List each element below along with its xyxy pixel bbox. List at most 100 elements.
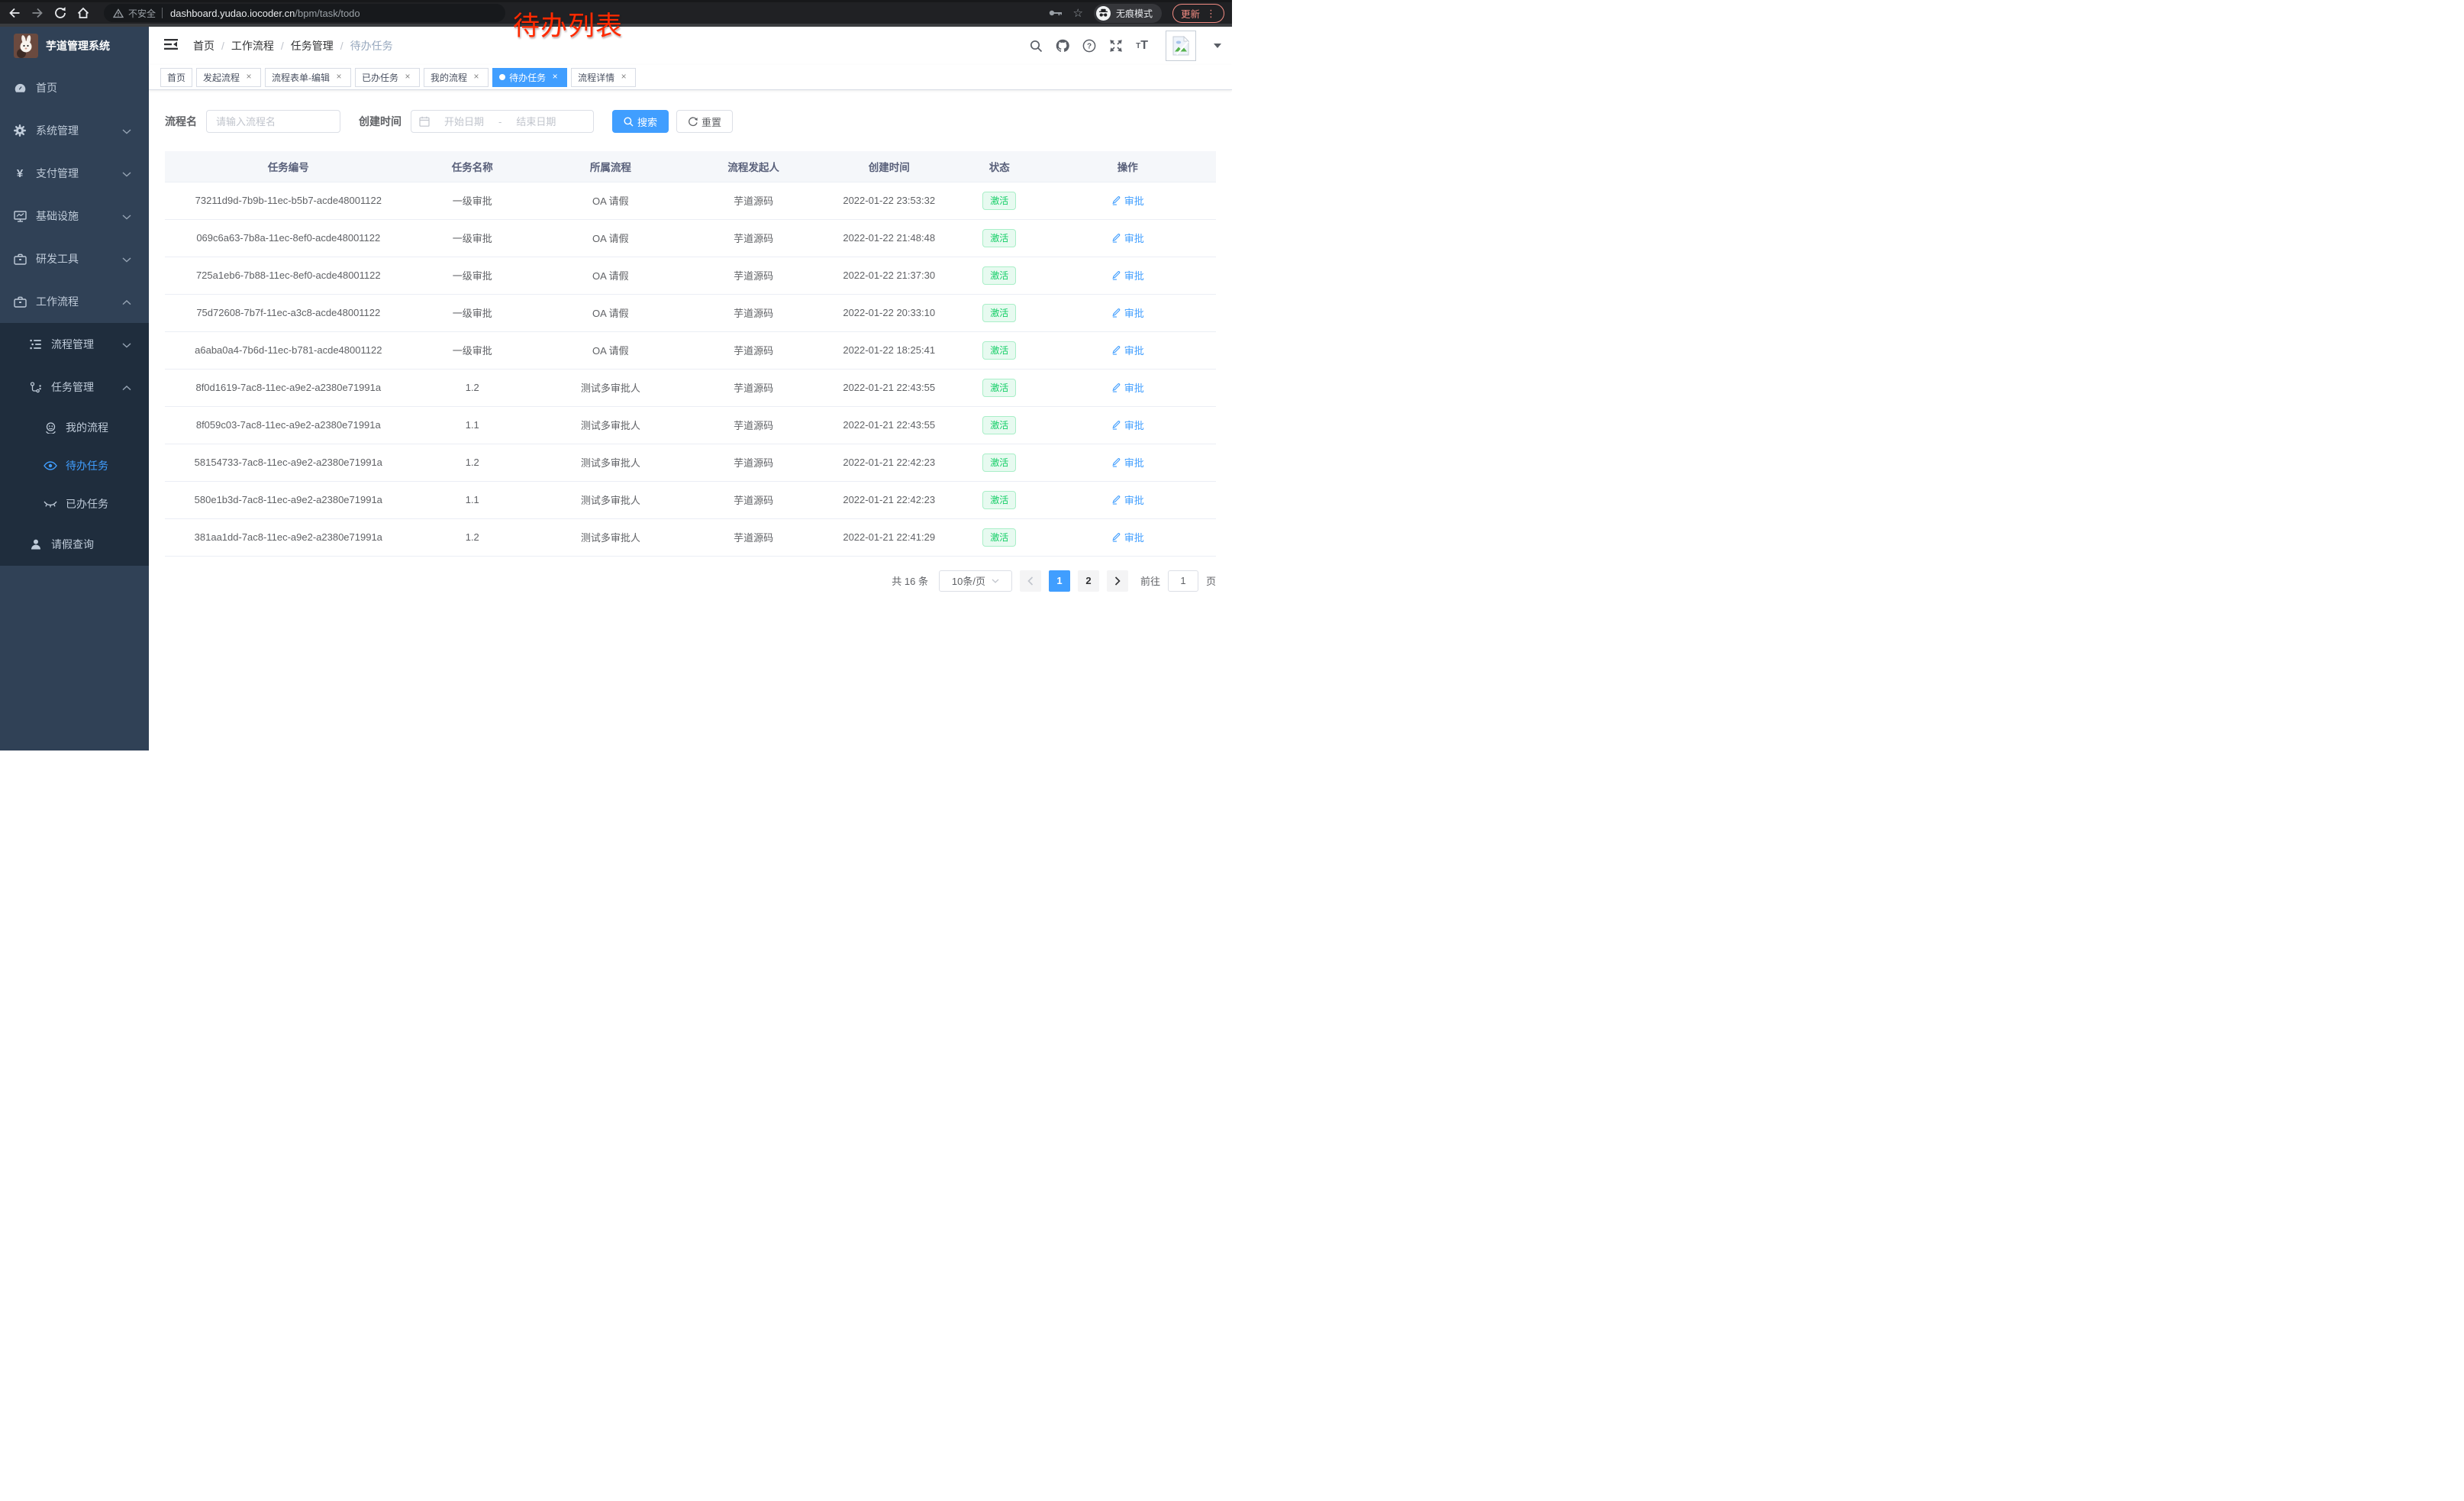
home-icon[interactable]	[76, 6, 90, 20]
status-badge: 激活	[982, 191, 1017, 210]
approve-button[interactable]: 审批	[1111, 455, 1144, 470]
breadcrumb-task-mgmt[interactable]: 任务管理	[290, 40, 334, 52]
url-separator	[162, 8, 163, 18]
close-icon[interactable]: ×	[405, 71, 411, 82]
approve-button[interactable]: 审批	[1111, 231, 1144, 245]
avatar-caret-icon[interactable]	[1214, 44, 1221, 48]
sidebar-item-task-mgmt[interactable]: 任务管理	[0, 366, 149, 408]
table-row: 75d72608-7b7f-11ec-a3c8-acde48001122 一级审批…	[165, 294, 1216, 332]
close-icon[interactable]: ×	[552, 71, 558, 82]
table-row: 725a1eb6-7b88-11ec-8ef0-acde48001122 一级审批…	[165, 257, 1216, 295]
process-name-input[interactable]	[206, 110, 340, 133]
tag-home[interactable]: 首页	[160, 67, 193, 87]
task-table: 任务编号 任务名称 所属流程 流程发起人 创建时间 状态 操作 73211d9d…	[165, 151, 1216, 557]
sidebar-item-leave-query[interactable]: 请假查询	[0, 523, 149, 566]
status-badge: 激活	[982, 453, 1017, 472]
search-button[interactable]: 搜索	[612, 110, 669, 133]
search-icon[interactable]	[1030, 40, 1043, 53]
breadcrumb-separator: /	[280, 40, 284, 52]
key-icon[interactable]	[1049, 9, 1063, 17]
total-count: 共 16 条	[892, 576, 928, 587]
approve-button[interactable]: 审批	[1111, 305, 1144, 320]
approve-button[interactable]: 审批	[1111, 343, 1144, 357]
approve-button[interactable]: 审批	[1111, 418, 1144, 432]
breadcrumb-home[interactable]: 首页	[193, 40, 214, 52]
insecure-label[interactable]: 不安全	[128, 8, 156, 19]
sidebar-item-home[interactable]: 首页	[0, 66, 149, 109]
app-logo-row[interactable]: 芋道管理系统	[0, 27, 149, 65]
sidebar-item-done-tasks[interactable]: 已办任务	[0, 485, 149, 523]
browser-menu-icon[interactable]: ⋮	[1206, 7, 1216, 19]
back-icon[interactable]	[8, 6, 21, 20]
tag-my-process[interactable]: 我的流程 ×	[424, 67, 489, 87]
page-unit-label: 页	[1205, 576, 1216, 587]
sidebar-item-system[interactable]: 系统管理	[0, 109, 149, 152]
fullscreen-icon[interactable]	[1109, 39, 1123, 53]
browser-toolbar: 不安全 dashboard.yudao.iocoder.cn/bpm/task/…	[0, 2, 1232, 24]
process-name-label: 流程名	[165, 115, 197, 128]
approve-button[interactable]: 审批	[1111, 492, 1144, 507]
sidebar-item-todo-tasks[interactable]: 待办任务	[0, 447, 149, 485]
edit-icon	[1112, 421, 1121, 430]
forward-icon[interactable]	[31, 6, 44, 20]
chevron-down-icon	[992, 579, 999, 583]
next-page-button[interactable]	[1106, 570, 1128, 592]
search-icon	[624, 117, 634, 126]
tag-done-tasks[interactable]: 已办任务 ×	[355, 67, 421, 87]
date-range-picker[interactable]: -	[411, 110, 594, 133]
tag-process-detail[interactable]: 流程详情 ×	[571, 67, 637, 87]
breadcrumb-separator: /	[340, 40, 343, 52]
sidebar-item-my-process[interactable]: 我的流程	[0, 408, 149, 447]
sidebar-item-process-mgmt[interactable]: 流程管理	[0, 323, 149, 366]
tag-todo-tasks[interactable]: 待办任务 ×	[492, 67, 568, 87]
status-badge: 激活	[982, 341, 1017, 360]
edit-icon	[1112, 308, 1121, 318]
prev-page-button[interactable]	[1019, 570, 1041, 592]
goto-page-input[interactable]	[1167, 570, 1198, 592]
github-icon[interactable]	[1056, 39, 1069, 53]
reset-button[interactable]: 重置	[676, 110, 734, 133]
end-date-input[interactable]	[505, 115, 568, 128]
page-size-select[interactable]: 10条/页	[938, 570, 1012, 592]
breadcrumb-workflow[interactable]: 工作流程	[231, 40, 274, 52]
close-icon[interactable]: ×	[473, 71, 479, 82]
approve-button[interactable]: 审批	[1111, 268, 1144, 282]
bookmark-star-icon[interactable]: ☆	[1072, 6, 1083, 20]
url-path[interactable]: /bpm/task/todo	[295, 7, 360, 19]
sidebar-item-infra[interactable]: 基础设施	[0, 195, 149, 237]
approve-button[interactable]: 审批	[1111, 193, 1144, 208]
help-icon[interactable]: ?	[1082, 39, 1096, 53]
page-button-1[interactable]: 1	[1048, 570, 1070, 592]
status-badge: 激活	[982, 378, 1017, 397]
start-date-input[interactable]	[433, 115, 495, 128]
url-host[interactable]: dashboard.yudao.iocoder.cn	[170, 7, 295, 19]
insecure-warning-icon[interactable]	[113, 8, 124, 18]
create-time-label: 创建时间	[359, 115, 402, 128]
eye-closed-icon	[44, 500, 57, 508]
sidebar-toggle-icon[interactable]	[160, 35, 182, 57]
table-row: 381aa1dd-7ac8-11ec-a9e2-a2380e71991a 1.2 测…	[165, 518, 1216, 557]
col-task-id: 任务编号	[165, 151, 412, 182]
sidebar-item-workflow[interactable]: 工作流程	[0, 280, 149, 323]
url-bar[interactable]: 不安全 dashboard.yudao.iocoder.cn/bpm/task/…	[104, 4, 505, 22]
col-task-name: 任务名称	[411, 151, 533, 182]
close-icon[interactable]: ×	[336, 71, 342, 82]
page-button-2[interactable]: 2	[1077, 570, 1099, 592]
close-icon[interactable]: ×	[246, 71, 252, 82]
calendar-icon	[419, 116, 430, 127]
approve-button[interactable]: 审批	[1111, 530, 1144, 544]
sidebar-item-payment[interactable]: ¥ 支付管理	[0, 152, 149, 195]
tag-start-process[interactable]: 发起流程 ×	[196, 67, 262, 87]
table-row: a6aba0a4-7b6d-11ec-b781-acde48001122 一级审批…	[165, 331, 1216, 370]
close-icon[interactable]: ×	[621, 71, 627, 82]
status-badge: 激活	[982, 415, 1017, 434]
avatar[interactable]	[1166, 31, 1196, 61]
approve-button[interactable]: 审批	[1111, 380, 1144, 395]
update-button[interactable]: 更新 ⋮	[1172, 3, 1224, 23]
tag-form-edit[interactable]: 流程表单-编辑 ×	[265, 67, 352, 87]
sidebar-item-devtools[interactable]: 研发工具	[0, 237, 149, 280]
col-create-time: 创建时间	[818, 151, 959, 182]
table-row: 069c6a63-7b8a-11ec-8ef0-acde48001122 一级审批…	[165, 219, 1216, 257]
reload-icon[interactable]	[53, 6, 67, 20]
